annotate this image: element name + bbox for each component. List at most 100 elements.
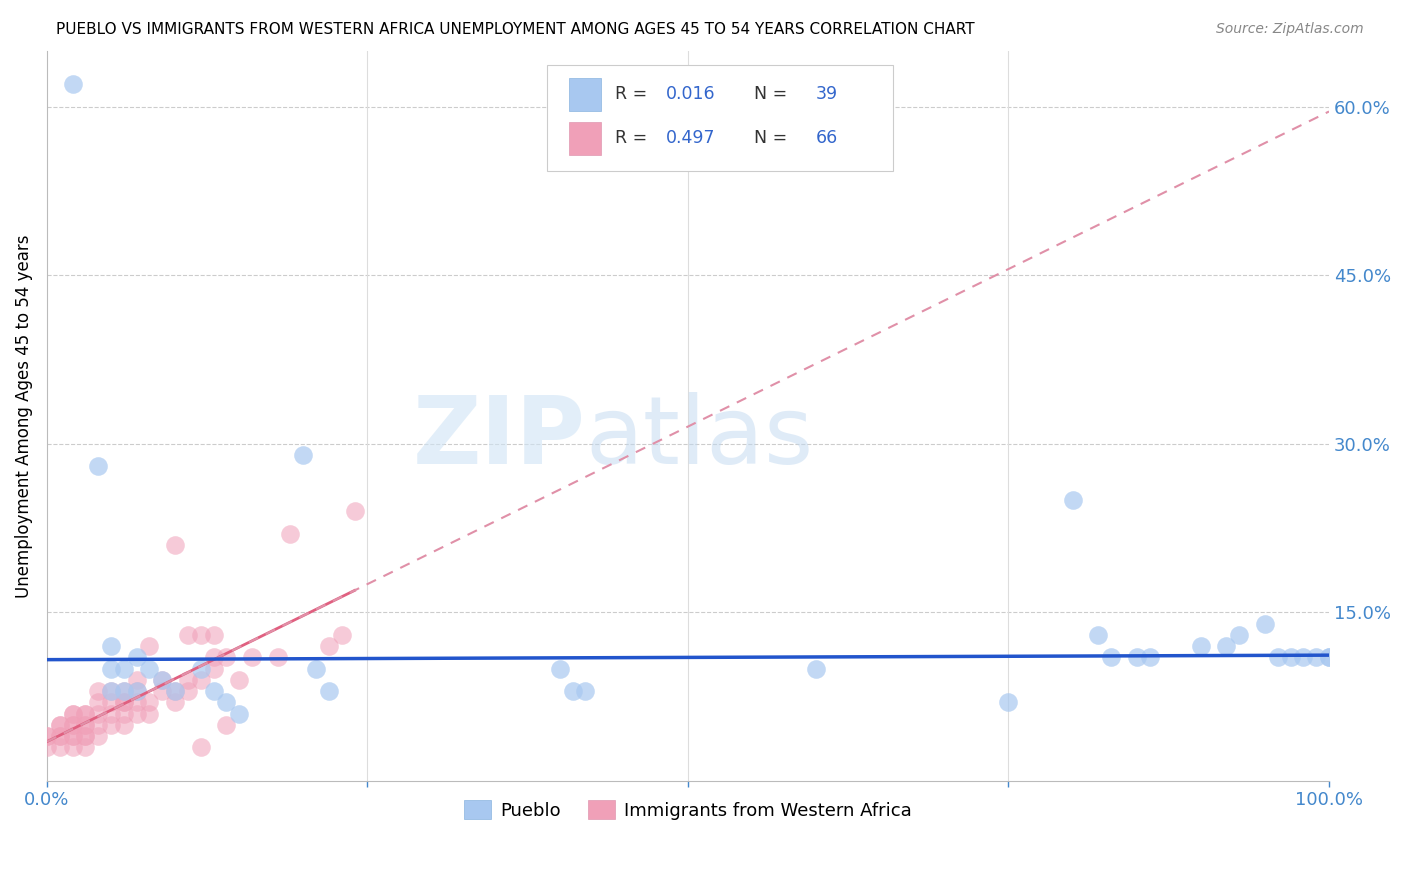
Point — [35, 729, 58, 743]
Point — [1227, 628, 1250, 642]
Point — [48, 718, 70, 732]
Point — [62, 729, 84, 743]
Point — [112, 684, 135, 698]
Y-axis label: Unemployment Among Ages 45 to 54 years: Unemployment Among Ages 45 to 54 years — [15, 234, 32, 598]
Point — [1254, 616, 1277, 631]
Point — [574, 684, 596, 698]
Point — [202, 662, 225, 676]
Point — [150, 684, 173, 698]
Point — [138, 639, 160, 653]
Point — [112, 718, 135, 732]
Point — [165, 538, 187, 552]
Point — [112, 684, 135, 698]
Text: Source: ZipAtlas.com: Source: ZipAtlas.com — [1216, 22, 1364, 37]
Text: 66: 66 — [815, 129, 838, 147]
Point — [292, 448, 315, 462]
Text: 0.497: 0.497 — [666, 129, 716, 147]
Point — [125, 650, 148, 665]
Point — [62, 718, 84, 732]
Point — [215, 718, 238, 732]
Point — [997, 695, 1019, 709]
Point — [1317, 650, 1340, 665]
Point — [100, 706, 122, 721]
Text: atlas: atlas — [585, 392, 814, 483]
Point — [75, 740, 97, 755]
Point — [165, 695, 187, 709]
Text: PUEBLO VS IMMIGRANTS FROM WESTERN AFRICA UNEMPLOYMENT AMONG AGES 45 TO 54 YEARS : PUEBLO VS IMMIGRANTS FROM WESTERN AFRICA… — [56, 22, 974, 37]
Point — [318, 684, 340, 698]
Point — [112, 695, 135, 709]
Bar — [568, 78, 600, 111]
Point — [75, 706, 97, 721]
Point — [165, 684, 187, 698]
Point — [1189, 639, 1212, 653]
Point — [75, 718, 97, 732]
Point — [1292, 650, 1315, 665]
Point — [305, 662, 328, 676]
Point — [48, 729, 70, 743]
Bar — [568, 122, 600, 154]
Point — [548, 662, 571, 676]
FancyBboxPatch shape — [547, 65, 893, 171]
Point — [100, 684, 122, 698]
Point — [202, 650, 225, 665]
Point — [125, 695, 148, 709]
Point — [100, 662, 122, 676]
Point — [62, 706, 84, 721]
Point — [1099, 650, 1122, 665]
Text: R =: R = — [614, 129, 652, 147]
Point — [87, 695, 110, 709]
Point — [228, 673, 250, 687]
Point — [1062, 493, 1084, 508]
Point — [35, 729, 58, 743]
Legend: Pueblo, Immigrants from Western Africa: Pueblo, Immigrants from Western Africa — [457, 793, 920, 827]
Point — [75, 729, 97, 743]
Point — [280, 526, 302, 541]
Point — [165, 684, 187, 698]
Point — [112, 706, 135, 721]
Point — [1305, 650, 1327, 665]
Point — [125, 684, 148, 698]
Point — [87, 684, 110, 698]
Point — [125, 706, 148, 721]
Point — [190, 662, 212, 676]
Point — [62, 740, 84, 755]
Point — [75, 729, 97, 743]
Point — [87, 706, 110, 721]
Point — [1317, 650, 1340, 665]
Point — [62, 78, 84, 92]
Text: 39: 39 — [815, 86, 838, 103]
Point — [138, 695, 160, 709]
Point — [62, 706, 84, 721]
Point — [1139, 650, 1161, 665]
Point — [35, 740, 58, 755]
Point — [190, 628, 212, 642]
Point — [62, 718, 84, 732]
Point — [125, 673, 148, 687]
Text: N =: N = — [744, 86, 793, 103]
Text: ZIP: ZIP — [412, 392, 585, 483]
Point — [100, 639, 122, 653]
Point — [561, 684, 583, 698]
Point — [48, 718, 70, 732]
Point — [87, 729, 110, 743]
Point — [215, 650, 238, 665]
Point — [804, 662, 827, 676]
Point — [343, 504, 366, 518]
Point — [1267, 650, 1289, 665]
Point — [150, 673, 173, 687]
Text: 0.016: 0.016 — [666, 86, 716, 103]
Point — [62, 729, 84, 743]
Point — [330, 628, 353, 642]
Point — [240, 650, 263, 665]
Point — [1279, 650, 1302, 665]
Point — [150, 673, 173, 687]
Point — [1125, 650, 1147, 665]
Text: N =: N = — [744, 129, 793, 147]
Point — [190, 673, 212, 687]
Point — [48, 740, 70, 755]
Point — [177, 673, 200, 687]
Point — [112, 695, 135, 709]
Text: R =: R = — [614, 86, 652, 103]
Point — [87, 459, 110, 474]
